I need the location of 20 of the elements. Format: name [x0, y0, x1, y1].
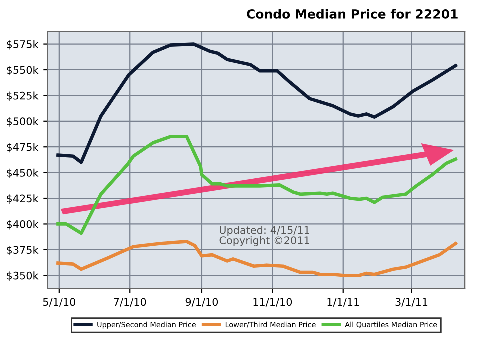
x-tick-label: 9/1/10	[186, 298, 218, 307]
y-tick-label: $350k	[7, 272, 39, 282]
y-tick-label: $400k	[7, 220, 39, 230]
x-tick-label: 7/1/10	[114, 298, 146, 307]
y-tick-label: $550k	[7, 66, 39, 76]
annotation: Copyright ©2011	[220, 236, 310, 246]
y-tick-label: $525k	[7, 92, 39, 102]
x-tick-label: 5/1/10	[43, 298, 76, 307]
y-tick-label: $500k	[7, 117, 39, 127]
y-tick-label: $425k	[7, 194, 39, 204]
y-tick-label: $575k	[7, 40, 39, 50]
chart-title: Condo Median Price for 22201	[247, 9, 458, 19]
x-tick-label: 11/1/10	[254, 298, 292, 307]
y-tick-label: $450k	[7, 168, 39, 178]
line-series	[56, 42, 458, 164]
x-tick-label: 1/1/11	[328, 298, 360, 307]
y-tick-label: $375k	[7, 246, 39, 256]
y-tick-label: $475k	[7, 143, 39, 153]
line-series	[56, 135, 458, 236]
x-tick-label: 3/1/11	[396, 298, 428, 307]
